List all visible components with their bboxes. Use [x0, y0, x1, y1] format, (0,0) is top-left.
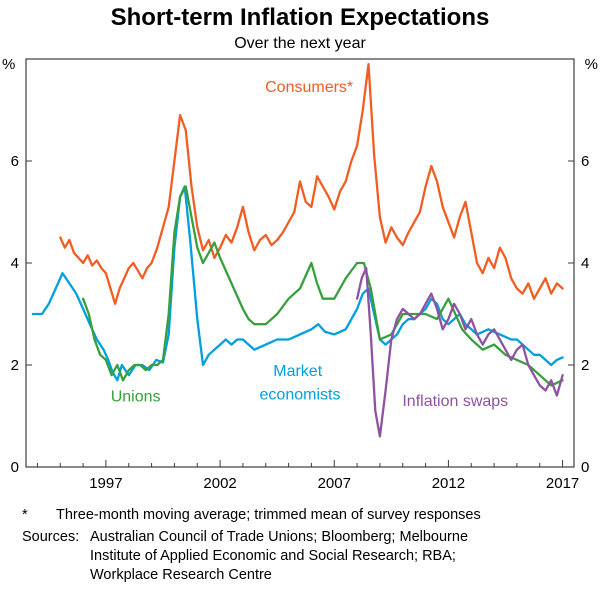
series-line-market-economists: [31, 185, 564, 382]
y-tick-label-left: 0: [11, 459, 19, 476]
x-tick-label: 2002: [203, 475, 236, 492]
sources-text: Australian Council of Trade Unions; Bloo…: [90, 528, 469, 584]
footnote-marker: *: [22, 506, 28, 523]
chart-subtitle: Over the next year: [234, 34, 366, 52]
y-tick-label-right: 6: [581, 153, 589, 170]
sources-row: Sources: Australian Council of Trade Uni…: [22, 528, 580, 585]
series-label: Market: [273, 363, 322, 380]
series-line-inflation-swaps: [355, 266, 564, 438]
footnote-row: * Three-month moving average; trimmed me…: [22, 506, 580, 525]
sources-label: Sources:: [22, 528, 80, 545]
series-label: Inflation swaps: [402, 393, 508, 410]
y-tick-label-right: 0: [581, 459, 589, 476]
x-tick-label: 2017: [546, 475, 579, 492]
series-line-consumers: [59, 62, 564, 305]
chart-notes: * Three-month moving average; trimmed me…: [0, 502, 600, 586]
y-tick-label-right: 4: [581, 255, 589, 272]
y-tick-label-left: 4: [11, 255, 19, 272]
x-tick-label: 2012: [432, 475, 465, 492]
y-tick-label-right: 2: [581, 357, 589, 374]
y-tick-label-left: 2: [11, 357, 19, 374]
x-tick-label: 1997: [89, 475, 122, 492]
x-tick-label: 2007: [318, 475, 351, 492]
footnote-text: Three-month moving average; trimmed mean…: [56, 506, 481, 523]
series-label: Consumers*: [265, 79, 353, 96]
series-line-unions: [81, 185, 564, 387]
series-label: Unions: [111, 389, 161, 406]
chart-canvas: 0 0 2 2 4 4 6 6% % 1997 2002 2007 2012 2017 Consumers*…: [2, 56, 598, 492]
y-unit-left: %: [2, 56, 15, 73]
y-unit-right: %: [585, 56, 598, 73]
series-label: economists: [260, 386, 341, 403]
y-tick-label-left: 6: [11, 153, 19, 170]
chart-title: Short-term Inflation Expectations: [110, 4, 490, 31]
